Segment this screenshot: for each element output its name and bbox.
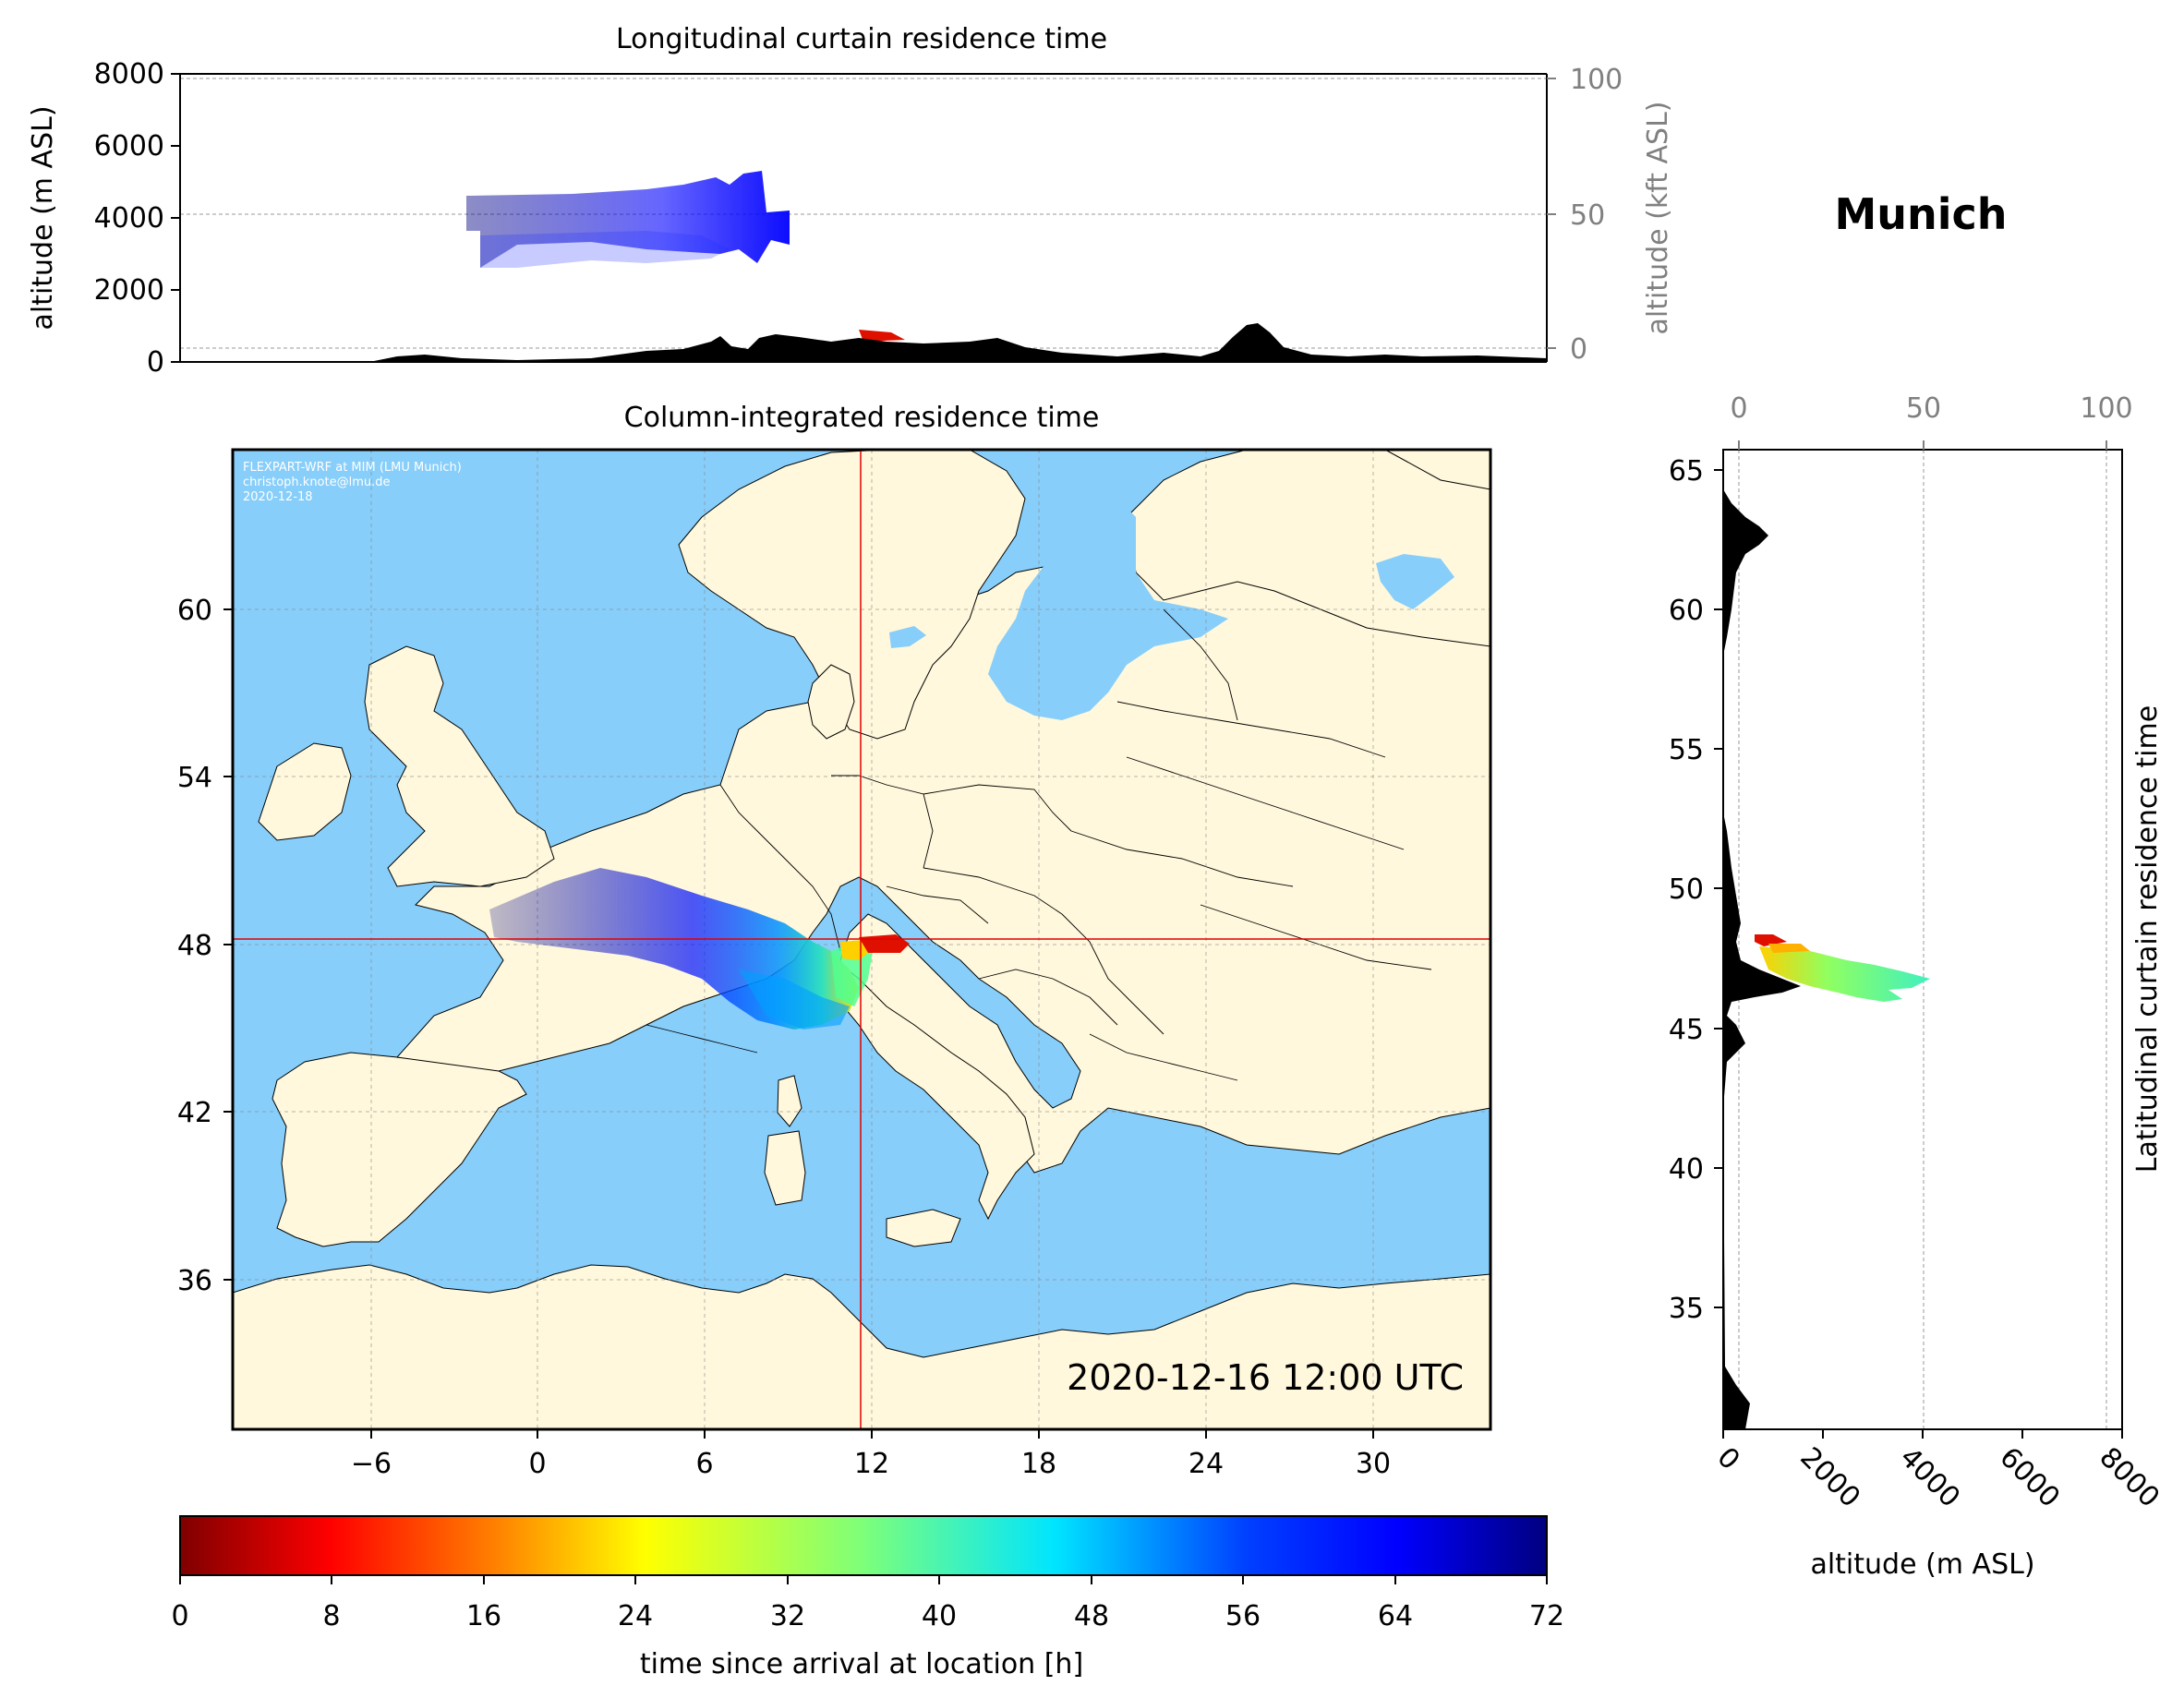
land-sardinia (764, 1130, 806, 1206)
ytick-label: 35 (1669, 1293, 1704, 1325)
map-frame (231, 448, 1492, 1431)
colorbar-gradient (179, 1515, 1548, 1576)
map-yticks: 36 42 48 54 60 (177, 595, 233, 1297)
ytick-label: 6000 (94, 130, 164, 163)
ytick-label: 100 (1570, 64, 1623, 96)
right-ylabel: Latitudinal curtain residence time (2131, 705, 2164, 1173)
land-britain (364, 645, 555, 887)
map-xticks: −6 0 6 12 18 24 30 (351, 1429, 1391, 1480)
credit-text: FLEXPART-WRF at MIM (LMU Munich) christo… (243, 461, 462, 504)
latitudinal-curtain-panel: 35 40 45 50 55 60 65 0 50 100 0 2000 40 0 (1669, 392, 2166, 1581)
timestamp: 2020-12-16 12:00 UTC (1067, 1357, 1464, 1398)
longitudinal-curtain-panel: Longitudinal curtain residence time 0 20… (27, 23, 1674, 379)
credit-line: christoph.knote@lmu.de (243, 476, 391, 489)
colorbar-tick-label: 64 (1378, 1600, 1413, 1632)
land-ireland (258, 742, 352, 841)
xtick-label: 18 (1021, 1448, 1056, 1480)
top-left-ylabel: altitude (m ASL) (27, 105, 59, 330)
land-italy (835, 958, 1035, 1221)
lake-vanern (889, 626, 926, 648)
colorbar-tick-label: 48 (1074, 1600, 1109, 1632)
xtick-label: −6 (351, 1448, 392, 1480)
ytick-label: 48 (177, 930, 212, 962)
credit-line: FLEXPART-WRF at MIM (LMU Munich) (243, 461, 462, 475)
land-scandinavia (678, 450, 1026, 740)
colorbar-tick-label: 32 (770, 1600, 805, 1632)
ytick-label: 60 (1669, 595, 1704, 627)
top-panel-title: Longitudinal curtain residence time (616, 23, 1107, 55)
colorbar: 0 8 16 24 32 40 48 56 64 72 time since a… (171, 1515, 1564, 1680)
ytick-label: 45 (1669, 1014, 1704, 1046)
land-denmark (807, 664, 855, 740)
right-xlabel: altitude (m ASL) (1810, 1548, 2034, 1581)
colorbar-tick-label: 16 (466, 1600, 501, 1632)
xtick-label: 6 (695, 1448, 713, 1480)
ytick-label: 2000 (94, 274, 164, 307)
colorbar-tick-label: 0 (171, 1600, 188, 1632)
xtick-label: 2000 (1793, 1441, 1866, 1514)
ytick-label: 50 (1570, 199, 1605, 232)
top-right-yticks: 0 50 100 (1547, 64, 1623, 366)
ytick-label: 36 (177, 1265, 212, 1297)
land-europe (396, 450, 1490, 1174)
colorbar-tick-label: 56 (1225, 1600, 1261, 1632)
xtick-label: 24 (1189, 1448, 1224, 1480)
colorbar-label: time since arrival at location [h] (640, 1648, 1083, 1680)
xtick-label: 0 (1730, 392, 1747, 425)
map-panel-title: Column-integrated residence time (624, 402, 1100, 434)
country-borders (646, 608, 1432, 1081)
ytick-label: 60 (177, 595, 212, 627)
latitudinal-curtain-plume (1759, 946, 1930, 1002)
ytick-label: 54 (177, 762, 212, 794)
land-corsica (777, 1075, 802, 1127)
ytick-label: 40 (1669, 1153, 1704, 1186)
xtick-label: 4000 (1893, 1441, 1966, 1514)
latitudinal-terrain (1723, 450, 1801, 1429)
land-sicily (886, 1209, 961, 1247)
colorbar-tick-label: 24 (618, 1600, 653, 1632)
colorbar-ticks: 0 8 16 24 32 40 48 56 64 72 (171, 1575, 1564, 1632)
xtick-label: 6000 (1993, 1441, 2066, 1514)
xtick-label: 100 (2080, 392, 2132, 425)
ytick-label: 4000 (94, 202, 164, 235)
right-yticks: 35 40 45 50 55 60 65 (1669, 455, 1723, 1325)
land-africa (233, 1264, 1490, 1429)
xtick-label: 50 (1906, 392, 1941, 425)
top-left-yticks: 0 2000 4000 6000 8000 (94, 58, 180, 379)
ytick-label: 0 (147, 346, 164, 379)
xtick-label: 8000 (2093, 1441, 2166, 1514)
xtick-label: 12 (854, 1448, 889, 1480)
xtick-label: 0 (528, 1448, 546, 1480)
location-title: Munich (1834, 189, 2007, 239)
residence-time-plume (489, 868, 910, 1030)
xtick-label: 0 (1710, 1441, 1745, 1476)
ytick-label: 42 (177, 1097, 212, 1129)
longitudinal-terrain (180, 323, 1547, 362)
ytick-label: 55 (1669, 734, 1704, 766)
ytick-label: 50 (1669, 873, 1704, 906)
right-panel-frame (1722, 449, 2123, 1430)
top-right-ylabel: altitude (kft ASL) (1642, 101, 1674, 334)
right-top-xticks: 0 50 100 (1730, 392, 2133, 450)
colorbar-tick-label: 8 (322, 1600, 340, 1632)
right-bottom-xticks: 0 2000 4000 6000 8000 (1710, 1429, 2166, 1514)
lake-ladoga (1376, 554, 1454, 609)
column-integrated-map-panel: Column-integrated residence time (177, 402, 1492, 1480)
ytick-label: 0 (1570, 333, 1587, 366)
ytick-label: 65 (1669, 455, 1704, 488)
longitudinal-curtain-plume (466, 171, 905, 342)
colorbar-tick-label: 72 (1529, 1600, 1564, 1632)
credit-line: 2020-12-18 (243, 490, 313, 504)
colorbar-tick-label: 40 (922, 1600, 957, 1632)
ytick-label: 8000 (94, 58, 164, 90)
xtick-label: 30 (1356, 1448, 1391, 1480)
